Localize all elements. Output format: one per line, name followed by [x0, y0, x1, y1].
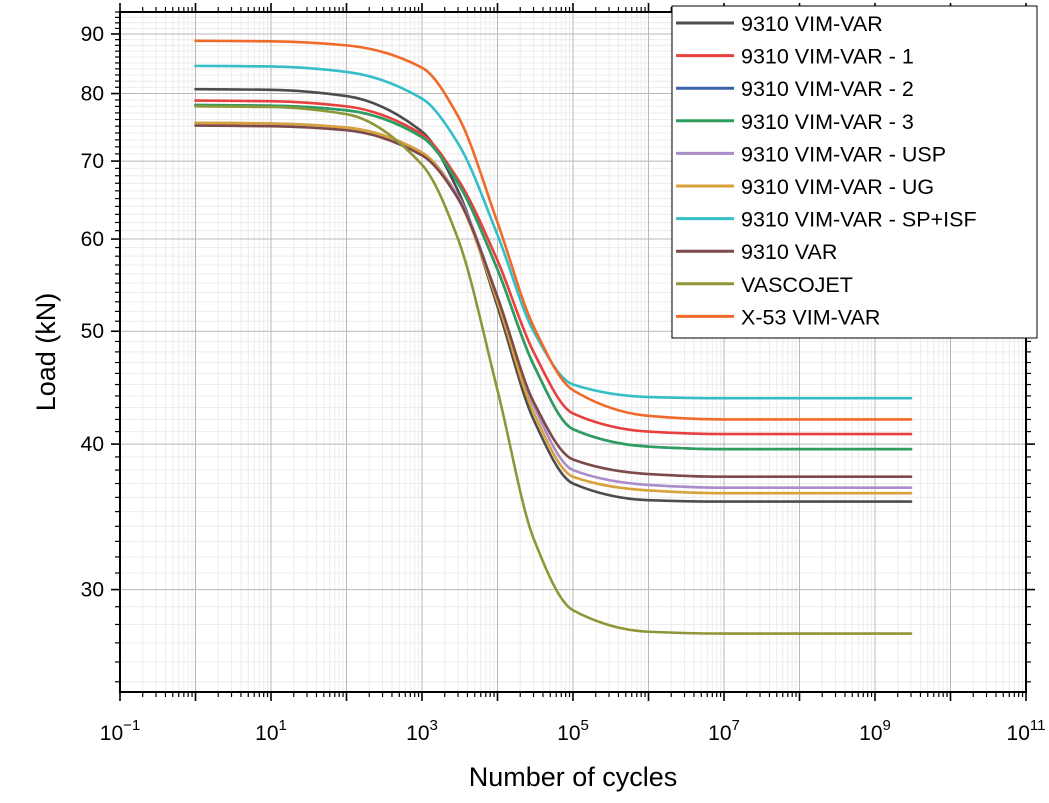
series-line — [194, 39, 913, 421]
legend-label: 9310 VIM-VAR - USP — [741, 142, 946, 166]
series-layer — [194, 39, 913, 635]
x-tick-label: 107 — [708, 717, 740, 745]
series-line — [194, 124, 913, 479]
series-line — [194, 99, 913, 436]
x-tick-labels: 10−1 101 103 105 107 109 1011 — [100, 717, 1046, 745]
y-tick-label: 50 — [81, 320, 104, 343]
x-axis-title: Number of cycles — [469, 762, 678, 792]
series-line — [194, 87, 913, 503]
y-axis-title: Load (kN) — [31, 293, 61, 412]
x-tick-label: 103 — [406, 717, 438, 745]
series-line — [194, 64, 913, 400]
y-tick-label: 80 — [81, 83, 104, 106]
legend-label: 9310 VAR — [741, 240, 837, 264]
legend-label: 9310 VIM-VAR - SP+ISF — [741, 208, 977, 232]
legend-label: 9310 VIM-VAR — [741, 12, 883, 36]
y-tick-label: 30 — [81, 579, 104, 602]
y-tick-label: 70 — [81, 150, 104, 173]
x-tick-label: 109 — [859, 717, 891, 745]
series-line — [194, 103, 913, 451]
x-tick-label: 105 — [557, 717, 589, 745]
legend-label: X-53 VIM-VAR — [741, 305, 880, 329]
y-tick-labels: 30 40 50 60 70 80 90 — [81, 23, 104, 602]
legend: 9310 VIM-VAR 9310 VIM-VAR - 1 9310 VIM-VAR… — [671, 5, 1038, 339]
legend-label: 9310 VIM-VAR - 1 — [741, 45, 914, 69]
x-tick-label: 1011 — [1007, 717, 1046, 745]
y-tick-label: 90 — [81, 23, 104, 46]
x-tick-label: 101 — [255, 717, 287, 745]
x-tick-label: 10−1 — [100, 717, 140, 745]
y-tick-label: 40 — [81, 433, 104, 456]
series-line — [194, 121, 913, 495]
legend-label: VASCOJET — [741, 273, 853, 297]
series-line — [194, 105, 913, 635]
legend-label: 9310 VIM-VAR - UG — [741, 175, 934, 199]
legend-label: 9310 VIM-VAR - 3 — [741, 110, 914, 134]
legend-label: 9310 VIM-VAR - 2 — [741, 77, 914, 101]
y-tick-label: 60 — [81, 228, 104, 251]
